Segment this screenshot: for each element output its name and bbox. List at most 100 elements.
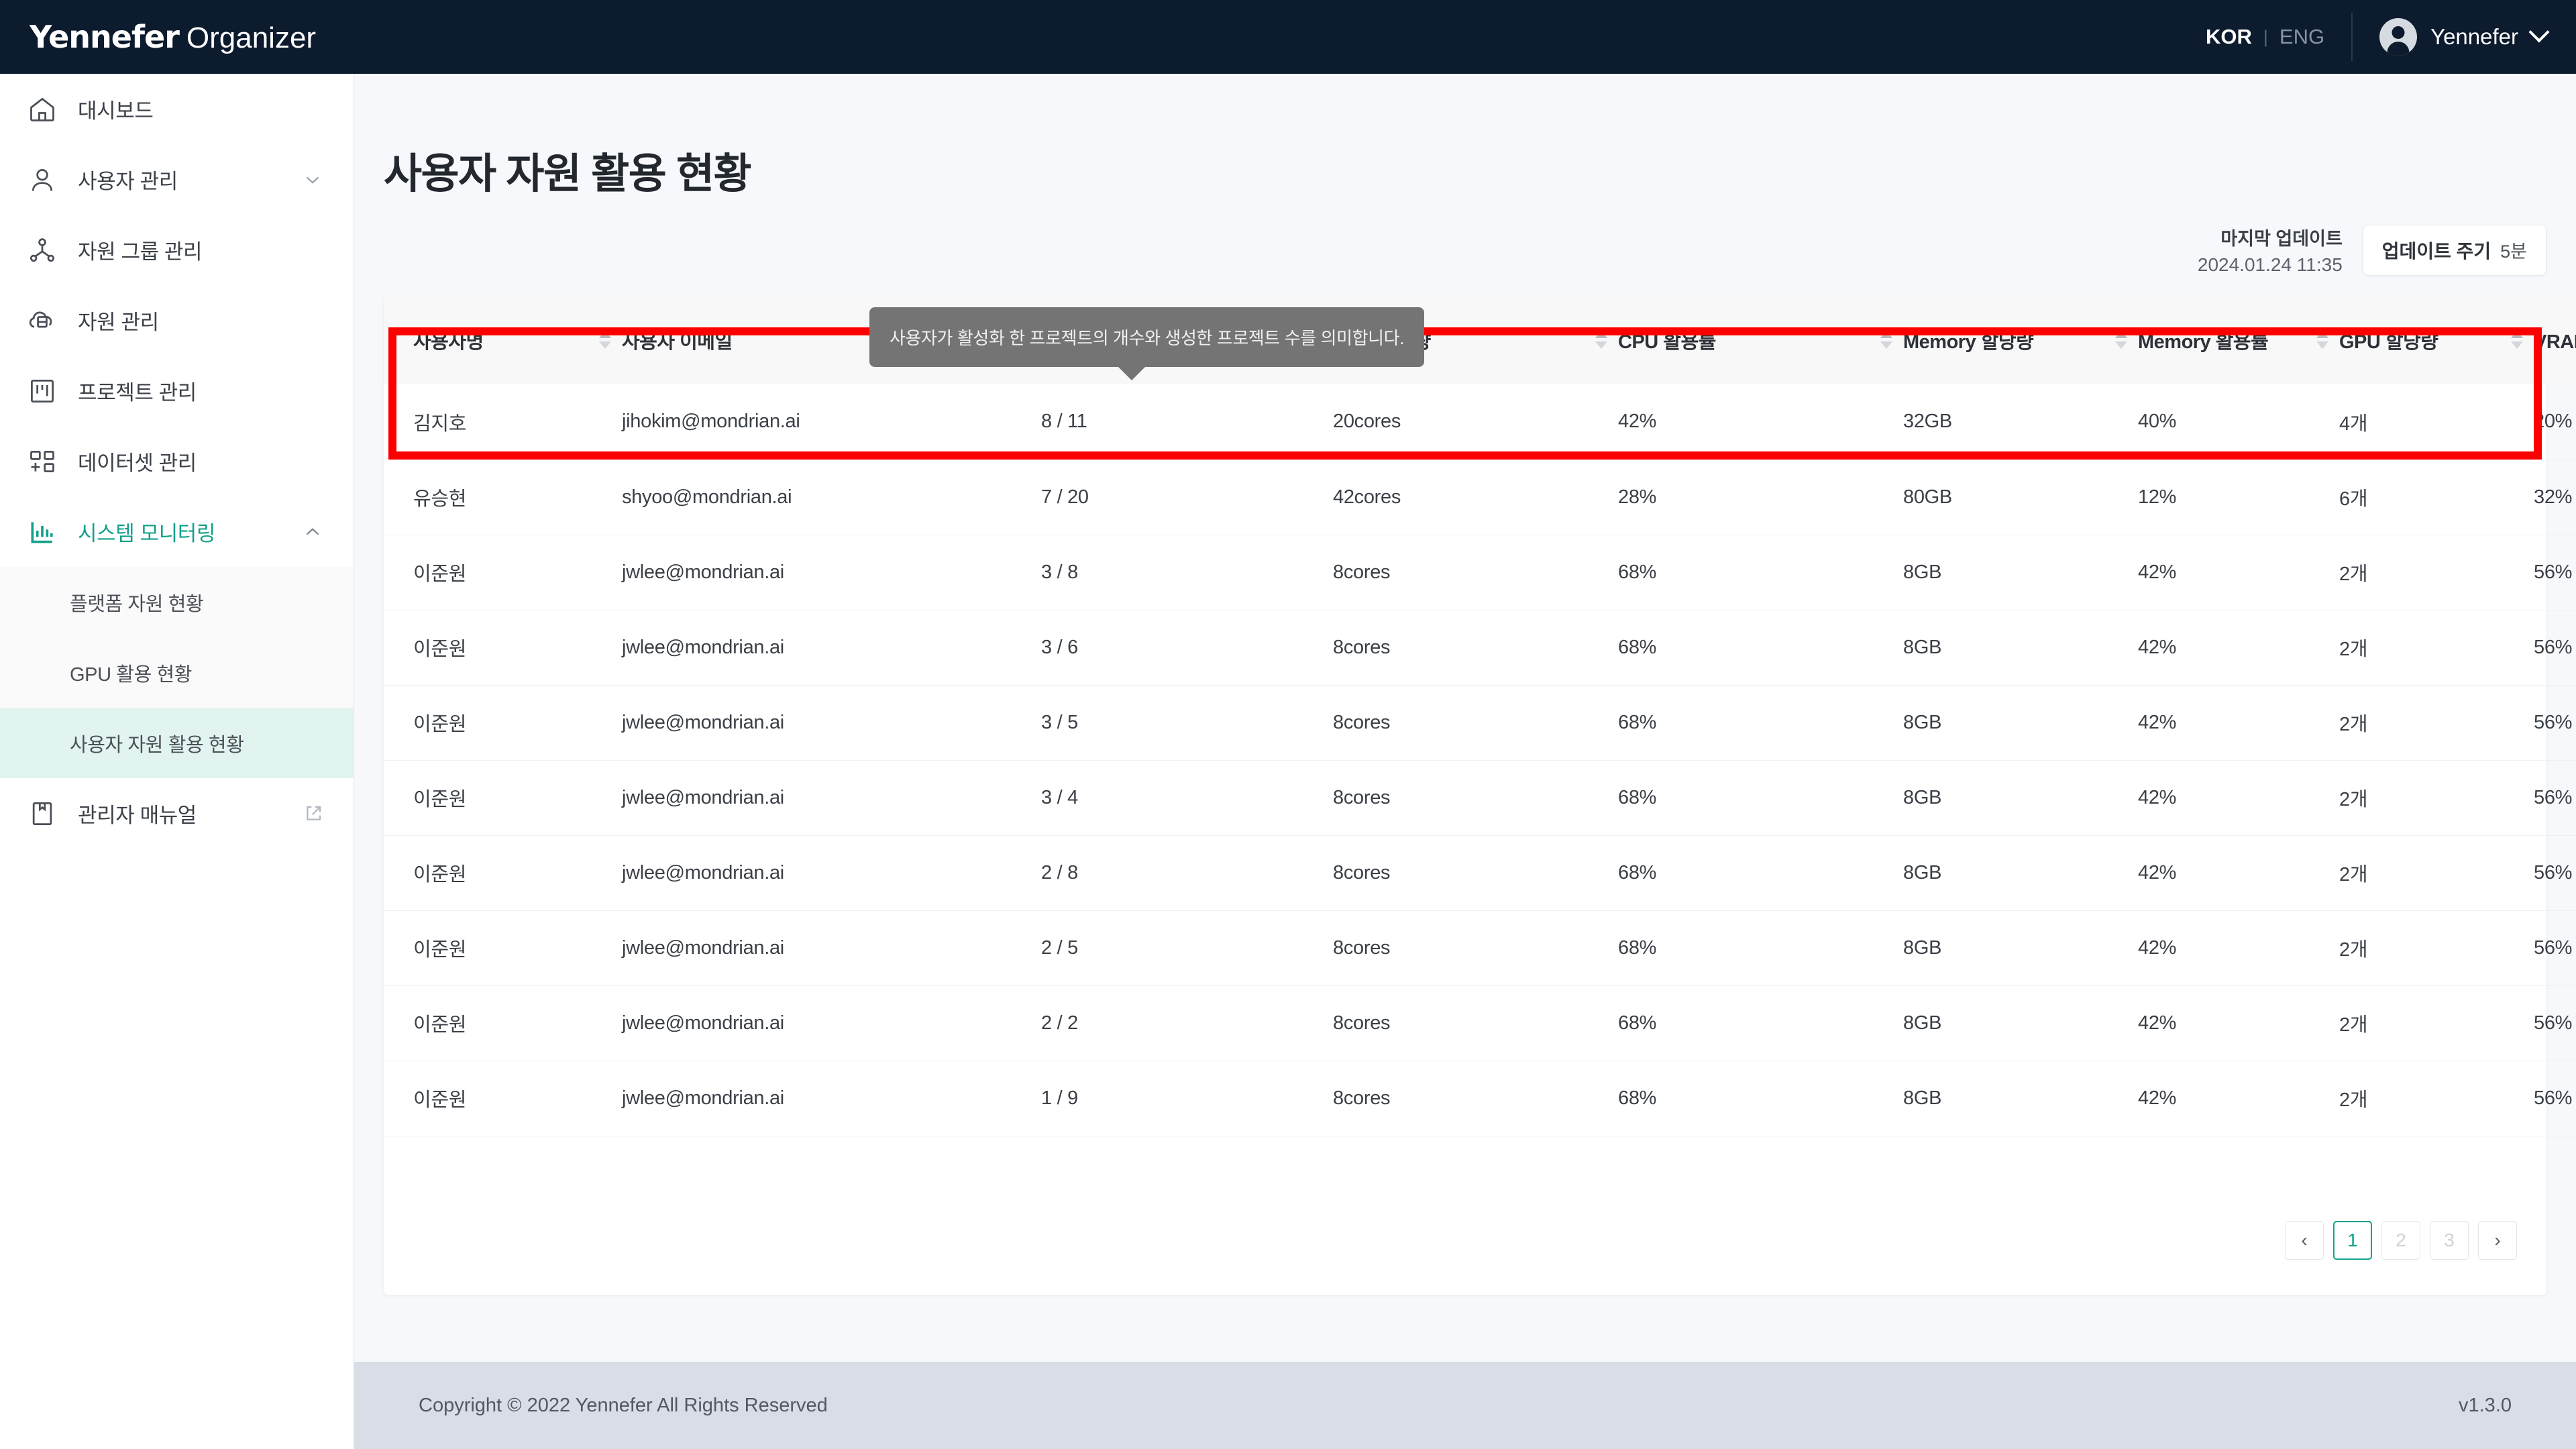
sidebar-item-label: 사용자 관리 [78,170,178,193]
cell-vram-usage: 32% [2534,460,2576,535]
cell-gpu-allocation: 2개 [2339,1061,2534,1136]
cell-cpu-usage: 68% [1618,685,1903,761]
sort-icon[interactable] [2115,331,2127,349]
cell-username: 이준원 [384,610,622,686]
lang-divider: | [2263,26,2268,47]
table-row[interactable]: 이준원 jwlee@mondrian.ai 3 / 4 8cores 68% 8GB 42%… [384,760,2576,836]
user-name-label: Yennefer [2430,24,2518,49]
sidebar-item-label: 데이터셋 관리 [78,451,197,475]
dataset-icon [24,447,60,476]
sidebar-item-user-management[interactable]: 사용자 관리 [0,144,354,215]
sidebar-item-dataset-management[interactable]: 데이터셋 관리 [0,426,354,496]
cell-memory-usage: 42% [2138,535,2339,610]
sidebar-item-resource-management[interactable]: 자원 관리 [0,285,354,356]
cell-active-projects: 2 / 5 [1041,910,1333,986]
cell-email: jwlee@mondrian.ai [622,535,1041,610]
column-header-memory-allocation[interactable]: Memory 할당량 [1903,295,2138,384]
cell-vram-usage: 56% [2534,760,2576,836]
cell-memory-usage: 42% [2138,610,2339,686]
sidebar-subitem-gpu-usage[interactable]: GPU 활용 현황 [70,663,193,686]
column-label: VRAM 활용률 [2534,331,2576,353]
sort-icon[interactable] [2316,331,2328,349]
pagination-prev-button[interactable]: ‹ [2285,1221,2324,1260]
cell-gpu-allocation: 6개 [2339,460,2534,535]
cell-username: 이준원 [384,1061,622,1136]
cell-gpu-allocation: 2개 [2339,985,2534,1061]
lang-eng-option[interactable]: ENG [2279,25,2325,48]
cell-cpu-usage: 28% [1618,460,1903,535]
sort-icon[interactable] [1595,331,1607,349]
sort-icon[interactable] [2511,331,2523,349]
sidebar-item-admin-manual[interactable]: 관리자 매뉴얼 [0,778,354,849]
column-header-cpu-usage[interactable]: CPU 활용률 [1618,295,1903,384]
table-row[interactable]: 이준원 jwlee@mondrian.ai 1 / 9 8cores 68% 8GB 42%… [384,1061,2576,1136]
column-header-vram-usage[interactable]: VRAM 활용률 [2534,295,2576,384]
cell-gpu-allocation: 2개 [2339,535,2534,610]
top-bar: Yennefer Organizer KOR | ENG Yennefer [0,0,2576,74]
sidebar-item-dashboard[interactable]: 대시보드 [0,74,354,144]
sidebar-item-system-monitoring[interactable]: 시스템 모니터링 [0,496,354,567]
app-logo[interactable]: Yennefer Organizer [30,19,316,55]
cell-active-projects: 3 / 6 [1041,610,1333,686]
network-icon [24,235,60,265]
language-switcher[interactable]: KOR | ENG [2206,25,2351,49]
cell-cpu-allocation: 8cores [1333,835,1618,911]
table-row[interactable]: 이준원 jwlee@mondrian.ai 2 / 2 8cores 68% 8GB 42%… [384,985,2576,1061]
table-row[interactable]: 이준원 jwlee@mondrian.ai 2 / 5 8cores 68% 8GB 42%… [384,910,2576,986]
sidebar-subitem-platform-resources[interactable]: 플랫폼 자원 현황 [70,593,204,615]
pagination-page-1[interactable]: 1 [2333,1221,2372,1260]
top-bar-divider [2351,13,2353,61]
cell-vram-usage: 56% [2534,610,2576,686]
footer: Copyright © 2022 Yennefer All Rights Res… [354,1362,2576,1449]
column-header-username[interactable]: 사용자명 [384,295,622,384]
cell-memory-usage: 42% [2138,1061,2339,1136]
sidebar-item-label: 시스템 모니터링 [78,522,216,545]
chevron-down-icon[interactable] [2528,21,2550,43]
version-text: v1.3.0 [2459,1394,2512,1416]
last-update-block: 마지막 업데이트 2024.01.24 11:35 [2198,224,2343,276]
table-row[interactable]: 이준원 jwlee@mondrian.ai 2 / 8 8cores 68% 8GB 42%… [384,835,2576,911]
user-menu[interactable]: Yennefer [2353,0,2576,74]
pagination-page-3[interactable]: 3 [2430,1221,2469,1260]
cell-email: jihokim@mondrian.ai [622,384,1041,460]
table-row[interactable]: 이준원 jwlee@mondrian.ai 3 / 5 8cores 68% 8GB 42%… [384,685,2576,761]
sidebar-item-project-management[interactable]: 프로젝트 관리 [0,356,354,426]
cell-cpu-usage: 68% [1618,535,1903,610]
pagination-page-2[interactable]: 2 [2381,1221,2420,1260]
cell-vram-usage: 56% [2534,835,2576,911]
cell-cpu-usage: 68% [1618,985,1903,1061]
table-row[interactable]: 김지호 jihokim@mondrian.ai 8 / 11 20cores 42% 32… [384,384,2576,460]
cell-email: jwlee@mondrian.ai [622,835,1041,911]
column-header-memory-usage[interactable]: Memory 활용률 [2138,295,2339,384]
lang-kor-option[interactable]: KOR [2206,25,2252,48]
update-cycle-label: 업데이트 주기 [2381,240,2491,262]
page-title: 사용자 자원 활용 현황 [384,151,752,197]
table-row[interactable]: 유승현 shyoo@mondrian.ai 7 / 20 42cores 28% 80GB… [384,460,2576,535]
sort-icon[interactable] [599,331,611,349]
cell-memory-usage: 42% [2138,910,2339,986]
cell-cpu-allocation: 8cores [1333,685,1618,761]
cell-vram-usage: 20% [2534,384,2576,460]
cell-gpu-allocation: 2개 [2339,910,2534,986]
chevron-up-icon[interactable] [301,521,324,543]
chevron-down-icon[interactable] [301,168,324,191]
cell-cpu-allocation: 8cores [1333,535,1618,610]
table-row[interactable]: 이준원 jwlee@mondrian.ai 3 / 6 8cores 68% 8GB 42%… [384,610,2576,686]
sort-icon[interactable] [1880,331,1892,349]
cloud-server-icon [24,306,60,335]
update-cycle-button[interactable]: 업데이트 주기 5분 [2362,224,2546,276]
external-link-icon[interactable] [303,803,324,824]
sidebar-item-label: 자원 관리 [78,311,159,334]
resource-table-card: 사용자가 활성화 한 프로젝트의 개수와 생성한 프로젝트 수를 의미합니다. … [384,295,2576,1295]
table-header-row: 사용자명 사용자 이메일 활성화 프로젝트 [384,295,2576,384]
cell-gpu-allocation: 2개 [2339,835,2534,911]
cell-vram-usage: 56% [2534,535,2576,610]
kanban-icon [24,376,60,406]
column-header-gpu-allocation[interactable]: GPU 할당량 [2339,295,2534,384]
sidebar-item-resource-group-management[interactable]: 자원 그룹 관리 [0,215,354,285]
cell-cpu-allocation: 8cores [1333,610,1618,686]
table-row[interactable]: 이준원 jwlee@mondrian.ai 3 / 8 8cores 68% 8GB 42%… [384,535,2576,610]
pagination-next-button[interactable]: › [2478,1221,2517,1260]
sidebar-subitem-user-resource-usage[interactable]: 사용자 자원 활용 현황 [0,708,354,778]
cell-memory-usage: 12% [2138,460,2339,535]
